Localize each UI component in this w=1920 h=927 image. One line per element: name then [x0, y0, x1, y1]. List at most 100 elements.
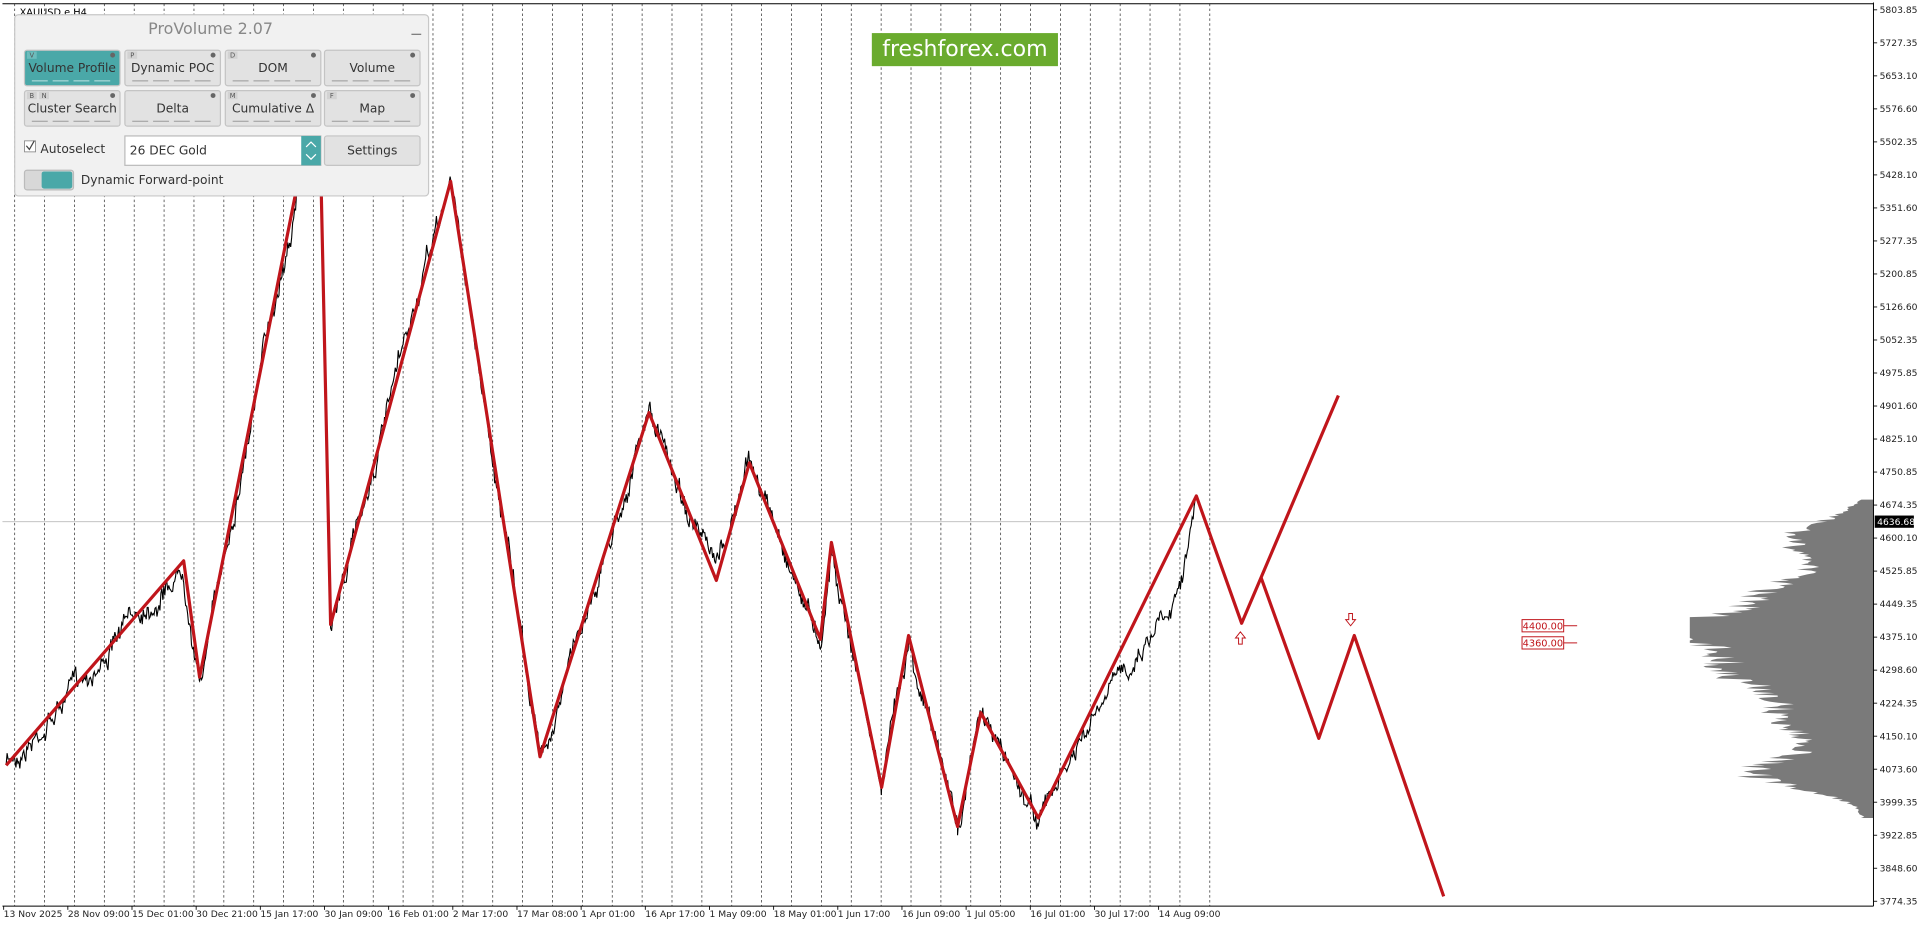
button-label: Dynamic POC [131, 61, 214, 75]
panel-button[interactable] [23, 90, 121, 127]
zigzag-forecast [1259, 577, 1446, 897]
button-gear [410, 52, 416, 58]
panel-button[interactable] [124, 49, 222, 87]
period-separators [14, 3, 1211, 907]
price-label: 4901.60 [1880, 401, 1918, 412]
panel-button[interactable] [323, 49, 421, 87]
autoselect-label: Autoselect [40, 142, 105, 156]
button-label: Delta [156, 102, 189, 116]
level-boxes: 4400.00 4360.00 [1521, 619, 1578, 650]
settings-button[interactable] [323, 135, 421, 166]
time-axis: 13 Nov 2025 28 Nov 09:00 15 Dec 01:00 30 De… [3, 906, 1221, 920]
time-label: 1 Jun 17:00 [838, 909, 891, 920]
time-label: 30 Jan 09:00 [324, 909, 382, 920]
key-label: N [42, 92, 47, 100]
key-label: V [30, 52, 35, 60]
panel-button[interactable] [224, 49, 322, 87]
panel-button[interactable] [323, 90, 421, 127]
button-gear [311, 52, 316, 58]
key-badge [127, 51, 138, 59]
button-gear [110, 52, 116, 58]
time-label: 16 Jun 09:00 [902, 909, 960, 920]
price-label: 5200.85 [1880, 269, 1918, 280]
price-label: 3999.35 [1880, 797, 1918, 808]
time-label: 18 May 01:00 [774, 909, 837, 920]
time-label: 16 Jul 01:00 [1030, 909, 1085, 920]
key-badge [227, 51, 238, 59]
time-label: 28 Nov 09:00 [68, 909, 130, 920]
price-label: 4750.85 [1880, 467, 1918, 478]
price-label: 5428.10 [1880, 170, 1918, 181]
time-label: 1 Apr 01:00 [581, 909, 635, 920]
check-mark [25, 140, 35, 151]
price-label: 5576.60 [1880, 104, 1918, 115]
price-label: 4298.60 [1880, 665, 1918, 676]
toggle-label: Dynamic Forward-point [81, 173, 224, 187]
checkbox[interactable] [24, 140, 36, 153]
time-label: 15 Dec 01:00 [132, 909, 194, 920]
level-box [1521, 619, 1565, 633]
time-label: 14 Aug 09:00 [1159, 909, 1221, 920]
price-label: 4825.10 [1880, 434, 1918, 445]
time-label: 1 May 09:00 [709, 909, 766, 920]
price-label: 4073.60 [1880, 764, 1918, 775]
key-badge [26, 51, 37, 59]
price-label: 3922.85 [1880, 830, 1918, 841]
price-label: 5052.35 [1880, 335, 1918, 346]
price-label: 5351.60 [1880, 203, 1918, 214]
button-label: Volume Profile [29, 61, 116, 75]
up-arrow [1234, 631, 1247, 645]
key-badge [26, 91, 37, 100]
button-label: Map [359, 102, 385, 116]
button-gear [110, 93, 116, 98]
time-label: 17 Mar 08:00 [517, 909, 578, 920]
instrument: 26 DEC Gold [130, 144, 207, 158]
watermark: freshforex.com [882, 37, 1047, 62]
price-label: 5653.10 [1880, 71, 1918, 82]
price-label: 3774.35 [1880, 896, 1918, 907]
button-gear [210, 52, 216, 58]
price-label: 4600.10 [1880, 533, 1918, 544]
provolume-panel: ProVolume 2.07 Autoselect 26 DEC Gold Se… [14, 14, 430, 197]
key-badge [326, 91, 337, 100]
key-label: P [130, 52, 134, 60]
time-label: 13 Nov 2025 [4, 909, 63, 920]
time-label: 16 Apr 17:00 [645, 909, 705, 920]
watermark-box [871, 33, 1058, 67]
panel-button[interactable] [224, 90, 322, 127]
key-label: M [230, 92, 236, 100]
button-gear [410, 93, 416, 98]
price-label: 4674.35 [1880, 500, 1918, 511]
panel-button[interactable] [124, 90, 222, 127]
button-gear [311, 93, 316, 98]
button-gear [210, 93, 216, 98]
price-label: 5803.85 [1880, 5, 1918, 16]
key-badge [227, 91, 238, 100]
settings-label: Settings [347, 144, 397, 158]
time-label: 1 Jul 05:00 [966, 909, 1015, 920]
panel-button[interactable] [23, 49, 121, 87]
select-spinner[interactable] [301, 135, 321, 166]
spinner-arrows [305, 141, 317, 161]
symbol: XAUUSD.e,H4 [20, 7, 87, 18]
button-label: Volume [349, 61, 395, 75]
key-label: B [30, 92, 35, 100]
current-price: 4636.68 [1877, 517, 1915, 528]
price-label: 3848.60 [1880, 863, 1918, 874]
price-label: 4449.35 [1880, 599, 1918, 610]
toggle-knob [41, 171, 73, 189]
price-label: 4224.35 [1880, 698, 1918, 709]
key-label: D [230, 52, 235, 60]
price-label: 4375.10 [1880, 632, 1918, 643]
price-label: 4525.85 [1880, 566, 1918, 577]
button-label: DOM [258, 61, 288, 75]
price-label: 5502.35 [1880, 137, 1918, 148]
price-axis: 5803.85 5727.35 5653.10 5576.60 5502.35 5428.… [1873, 5, 1918, 907]
current-price-box [1874, 515, 1914, 528]
price-label: 5727.35 [1880, 38, 1918, 49]
price-label: 4975.85 [1880, 368, 1918, 379]
level-box [1521, 636, 1565, 650]
key-badge [39, 91, 49, 100]
